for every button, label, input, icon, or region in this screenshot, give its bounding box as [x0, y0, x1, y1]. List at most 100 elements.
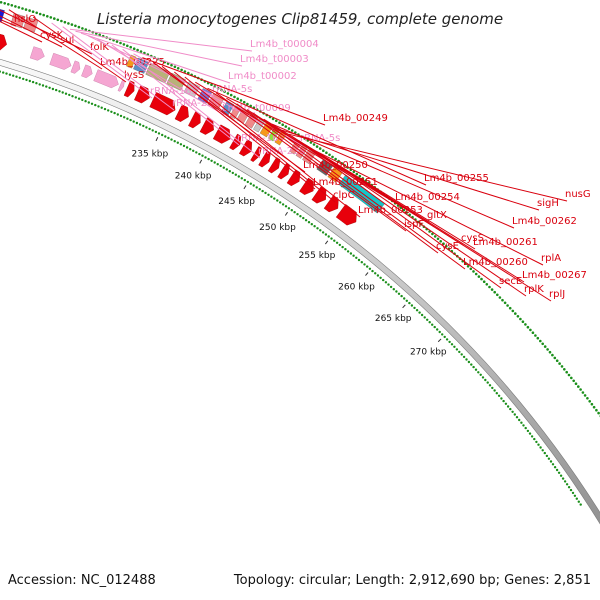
- gc-skew-dot: [366, 265, 369, 268]
- gc-dot: [210, 83, 213, 86]
- gc-dot: [223, 90, 226, 93]
- gc-skew-dot: [31, 80, 35, 84]
- gc-dot: [474, 272, 478, 276]
- gc-skew-dot: [219, 164, 222, 168]
- gc-dot: [229, 93, 233, 97]
- gc-skew-dot: [103, 107, 107, 111]
- gc-skew-dot: [565, 483, 569, 486]
- gc-skew-dot: [387, 283, 390, 286]
- gc-skew-dot: [116, 113, 120, 116]
- gc-skew-dot: [132, 120, 135, 123]
- gc-dot: [469, 267, 473, 271]
- gc-skew-dot: [284, 205, 288, 208]
- gc-dot: [433, 235, 437, 238]
- gc-skew-dot: [142, 124, 145, 128]
- feature-label: rRNA-5s: [212, 84, 252, 95]
- gc-skew-dot: [403, 297, 406, 300]
- gc-skew-dot: [182, 144, 186, 148]
- gc-skew-dot: [123, 116, 126, 119]
- gc-dot: [7, 3, 10, 6]
- gc-dot: [312, 143, 316, 146]
- gc-skew-dot: [341, 245, 344, 249]
- gc-dot: [436, 237, 440, 241]
- gc-dot: [361, 177, 365, 180]
- gc-skew-dot: [518, 418, 521, 422]
- genome-backbone: [0, 58, 600, 525]
- gc-skew-dot: [357, 258, 361, 262]
- gc-skew-dot: [488, 384, 492, 387]
- gc-dot: [236, 97, 239, 100]
- gc-skew-dot: [418, 311, 421, 314]
- gc-skew-dot: [428, 321, 431, 324]
- gc-dot: [439, 240, 443, 243]
- feature-label: Lm4b_00249: [323, 113, 388, 124]
- gc-dot: [67, 22, 70, 25]
- gc-skew-dot: [258, 188, 261, 191]
- gc-dot: [511, 309, 515, 313]
- gc-skew-dot: [438, 330, 441, 334]
- gc-dot: [506, 304, 509, 307]
- gc-skew-dot: [195, 151, 198, 154]
- gc-dot: [233, 95, 236, 99]
- gc-skew-dot: [423, 316, 426, 319]
- gc-skew-dot: [443, 335, 446, 339]
- gc-skew-dot: [207, 157, 210, 161]
- gc-skew-dot: [113, 111, 116, 115]
- label-leader-line: [32, 16, 127, 83]
- gc-dot: [588, 400, 591, 403]
- gc-skew-dot: [535, 440, 538, 444]
- gc-skew-dot: [15, 75, 18, 78]
- gc-dot: [508, 306, 512, 310]
- label-leader-line: [236, 103, 439, 254]
- gc-skew-dot: [431, 323, 434, 326]
- gc-skew-dot: [5, 72, 8, 75]
- gc-dot: [294, 131, 297, 134]
- gc-dot: [287, 127, 291, 130]
- gc-skew-dot: [506, 405, 510, 408]
- gc-skew-dot: [167, 136, 170, 140]
- gc-dot: [275, 119, 278, 123]
- gc-dot: [493, 290, 497, 294]
- gc-skew-dot: [281, 203, 285, 206]
- gene-arrow: [149, 92, 176, 116]
- gc-dot: [3, 2, 6, 5]
- gc-skew-dot: [479, 373, 482, 376]
- gc-skew-dot: [577, 500, 580, 503]
- gc-skew-dot: [243, 178, 246, 182]
- gc-dot: [496, 293, 499, 297]
- gc-dot: [173, 65, 177, 69]
- gc-skew-dot: [455, 348, 459, 351]
- gc-skew-dot: [90, 102, 94, 106]
- gc-dot: [14, 5, 17, 8]
- gc-skew-dot: [481, 376, 485, 379]
- feature-label: Lm4b_00251: [313, 177, 378, 188]
- gc-skew-dot: [557, 471, 561, 474]
- gc-skew-dot: [164, 135, 167, 138]
- gc-skew-dot: [35, 82, 38, 85]
- gc-dot: [555, 359, 559, 363]
- gc-skew-dot: [368, 267, 372, 270]
- gc-dot: [445, 244, 448, 248]
- gc-dot: [526, 325, 530, 329]
- gc-skew-dot: [126, 117, 129, 120]
- gene-arrow: [238, 139, 252, 157]
- rna-block: [117, 79, 125, 92]
- gc-skew-dot: [307, 221, 311, 224]
- label-leader-line: [80, 32, 231, 84]
- label-leader-line: [184, 76, 361, 218]
- gc-skew-dot: [344, 248, 347, 251]
- feature-label: nusG: [565, 189, 591, 200]
- scale-tick-label: 270 kbp: [410, 348, 447, 358]
- gc-dot: [322, 149, 325, 152]
- label-leader-line: [152, 61, 306, 173]
- gc-dot: [521, 320, 525, 324]
- gc-skew-dot: [450, 343, 454, 346]
- gene-arrow: [286, 169, 301, 187]
- label-leader-line: [0, 18, 17, 27]
- gc-dot: [180, 68, 183, 72]
- gc-dot: [220, 88, 223, 92]
- gc-dot: [590, 402, 594, 406]
- feature-label: Lm4b_00260: [463, 257, 528, 268]
- gc-skew-dot: [25, 78, 28, 82]
- rna-block: [29, 46, 45, 61]
